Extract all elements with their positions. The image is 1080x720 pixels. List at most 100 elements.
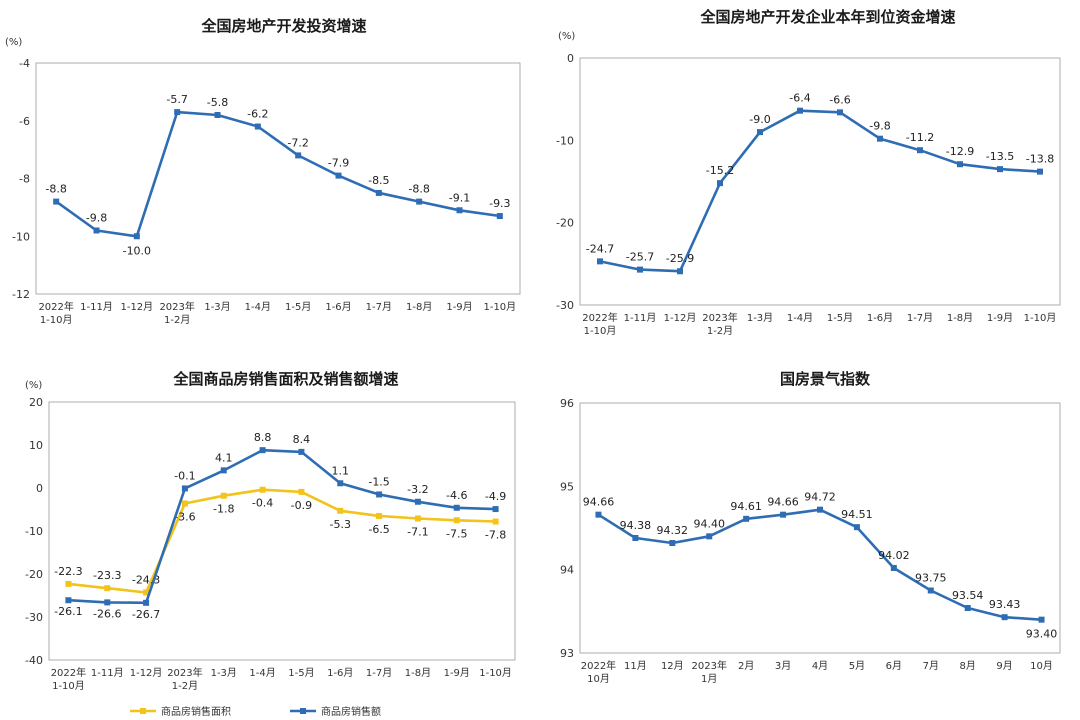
data-label: -7.5 [446,527,467,540]
legend-label: 商品房销售面积 [161,705,231,718]
x-tick-label: 2023年 [167,666,202,679]
data-label: -7.8 [485,529,506,542]
data-point [295,152,302,159]
data-label: 93.40 [1026,628,1058,641]
data-point [917,147,923,154]
data-point [414,498,421,505]
chart-title: 全国商品房销售面积及销售额增速 [172,370,398,388]
data-label: -9.1 [449,191,470,204]
y-tick-label: -20 [25,568,43,581]
x-tick-label: 2月 [738,660,754,672]
chart-title: 国房景气指数 [780,370,871,388]
x-tick-label: 1-11月 [624,312,657,324]
data-label: -12.9 [946,145,974,158]
data-label: -9.3 [489,197,510,210]
data-label: -5.3 [330,518,351,531]
data-label: 94.51 [841,508,873,521]
x-tick-label: 1-6月 [325,301,351,313]
y-tick-label: 20 [29,396,43,409]
x-tick-label: 12月 [661,660,684,672]
data-label: -23.3 [93,569,121,582]
data-point [143,589,150,596]
x-tick-label: 1-4月 [249,667,275,679]
data-point [927,587,934,594]
data-label: -7.9 [328,157,349,170]
x-tick-label: 1月 [701,673,717,685]
data-label: -13.8 [1026,153,1054,166]
data-point [181,500,188,507]
data-label: 94.66 [767,496,799,509]
x-tick-label: 8月 [960,660,976,672]
x-tick-label: 1-12月 [120,301,153,313]
data-point [298,448,305,455]
data-point [964,605,971,611]
y-tick-label: -40 [25,654,43,667]
x-tick-label: 1-10月 [52,680,85,692]
x-tick-label: 1-5月 [285,301,311,313]
y-tick-label: -4 [19,57,30,70]
data-label: 4.1 [215,451,233,464]
data-point [143,599,150,606]
data-label: 8.4 [293,433,311,446]
data-label: -7.2 [287,136,308,149]
y-tick-label: -12 [12,288,30,301]
data-label: -6.5 [368,523,389,536]
data-label: -7.1 [407,526,428,539]
data-point [453,517,460,524]
x-tick-label: 10月 [1030,660,1053,672]
data-point [797,107,803,114]
chart-title: 全国房地产开发企业本年到位资金增速 [699,8,955,26]
series-line [55,110,500,238]
data-point [174,109,181,116]
data-point [259,486,266,493]
legend-swatch-marker [140,708,146,714]
x-tick-label: 10月 [587,673,610,685]
x-tick-label: 1-10月 [40,314,73,326]
chart-title: 全国房地产开发投资增速 [200,17,366,35]
funding-growth-chart: 全国房地产开发企业本年到位资金增速(%)0-10-20-302022年1-10月… [556,8,1061,337]
y-tick-label: -30 [25,611,43,624]
y-tick-label: -10 [25,525,43,538]
x-tick-label: 1-7月 [366,301,392,313]
series-line [68,448,496,605]
data-point [1001,614,1008,621]
data-point [669,540,676,546]
x-tick-label: 1-3月 [747,312,773,324]
x-tick-label: 1-5月 [288,667,314,679]
x-tick-label: 11月 [624,660,647,672]
legend-label: 商品房销售额 [321,705,381,718]
x-tick-label: 2022年 [38,300,73,313]
data-label: -0.4 [252,497,273,510]
data-point [220,492,227,499]
x-tick-label: 5月 [849,660,865,672]
data-point [104,585,111,592]
x-tick-label: 7月 [923,660,939,672]
data-point [453,504,460,511]
x-tick-label: 1-2月 [172,680,198,692]
data-label: -4.6 [446,489,467,502]
data-label: -6.2 [247,108,268,121]
x-tick-label: 1-9月 [444,667,470,679]
data-label: -24.7 [586,242,614,255]
x-tick-label: 1-10月 [584,325,617,337]
data-label: -9.0 [749,113,770,126]
data-point [93,227,100,234]
data-label: -9.8 [86,211,107,224]
data-label: -15.2 [706,164,734,177]
data-point [416,198,423,205]
data-label: 94.66 [583,496,615,509]
x-tick-label: 1-10月 [479,667,512,679]
data-label: -5.7 [166,93,187,106]
data-label: -9.8 [869,120,890,133]
data-label: 93.54 [952,589,984,602]
y-tick-label: -6 [19,115,30,128]
data-label: -5.8 [207,96,228,109]
y-tick-label: 95 [560,480,574,493]
data-label: -13.5 [986,150,1014,163]
data-point [181,485,188,492]
y-tick-label: -8 [19,173,30,186]
data-label: -25.7 [626,251,654,264]
x-tick-label: 1-5月 [827,312,853,324]
data-label: -26.1 [54,605,82,618]
